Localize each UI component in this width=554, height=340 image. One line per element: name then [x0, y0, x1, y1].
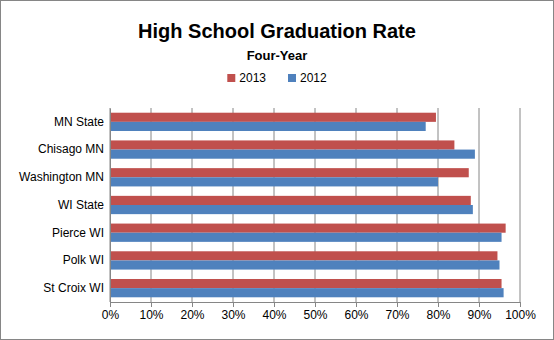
- legend-label: 2012: [300, 71, 327, 85]
- bar: [110, 150, 475, 159]
- x-axis: 0% 10% 20% 30% 40% 50% 60% 70% 80% 90% 100%: [102, 302, 536, 322]
- tick-label: 50%: [303, 308, 327, 322]
- tick: 60%: [344, 302, 368, 322]
- tick: MN State: [54, 115, 104, 129]
- bar: [110, 113, 436, 122]
- tick-mark: [233, 302, 234, 307]
- tick-mark: [520, 302, 521, 307]
- tick: 100%: [505, 302, 536, 322]
- bar: [110, 205, 473, 214]
- tick-label: 90%: [467, 308, 491, 322]
- tick-label: Polk WI: [63, 253, 104, 267]
- bar: [110, 288, 504, 297]
- tick-mark: [479, 302, 480, 307]
- tick-label: Chisago MN: [38, 142, 104, 156]
- tick-label: MN State: [54, 115, 104, 129]
- tick: 80%: [426, 302, 450, 322]
- tick-mark: [192, 302, 193, 307]
- bars: [110, 113, 506, 298]
- legend-label: 2013: [239, 71, 266, 85]
- tick: Washington MN: [19, 170, 104, 184]
- axis-line: [111, 303, 521, 308]
- series: [110, 113, 506, 288]
- bar: [110, 233, 502, 242]
- tick-mark: [356, 302, 357, 307]
- tick-label: Pierce WI: [52, 226, 104, 240]
- series: [110, 122, 504, 297]
- legend-item: 2013: [227, 71, 266, 85]
- tick-label: 80%: [426, 308, 450, 322]
- tick-label: 40%: [262, 308, 286, 322]
- bar: [110, 177, 438, 186]
- tick-mark: [110, 302, 111, 307]
- y-axis: MN State Chisago MN Washington MN WI State P…: [19, 109, 110, 303]
- tick-label: 60%: [344, 308, 368, 322]
- grid-line: [110, 108, 111, 302]
- tick-mark: [274, 302, 275, 307]
- chart: High School Graduation Rate Four-Year 0% 10…: [0, 0, 554, 340]
- tick: Pierce WI: [52, 226, 104, 240]
- bar: [110, 168, 469, 177]
- tick-label: 30%: [221, 308, 245, 322]
- tick: Chisago MN: [38, 142, 104, 156]
- grid-line: [479, 108, 480, 302]
- legend-swatch: [227, 74, 235, 82]
- tick-label: 100%: [505, 308, 536, 322]
- plot: 0% 10% 20% 30% 40% 50% 60% 70% 80% 90% 100% MN Stat…: [19, 108, 536, 322]
- tick-label: 20%: [180, 308, 204, 322]
- bar: [110, 251, 497, 260]
- tick-label: WI State: [58, 198, 104, 212]
- grid-line: [520, 108, 521, 302]
- tick-label: 70%: [385, 308, 409, 322]
- tick-mark: [151, 302, 152, 307]
- tick-mark: [315, 302, 316, 307]
- tick-mark: [438, 302, 439, 307]
- tick: 50%: [303, 302, 327, 322]
- tick: 0%: [102, 302, 120, 322]
- tick: Polk WI: [63, 253, 104, 267]
- bar: [110, 224, 506, 233]
- tick-label: 0%: [102, 308, 120, 322]
- chart-border: [1, 1, 554, 340]
- tick-label: Washington MN: [19, 170, 104, 184]
- bar: [110, 196, 471, 205]
- tick-mark: [397, 302, 398, 307]
- legend-item: 2012: [288, 71, 327, 85]
- title: High School Graduation Rate: [138, 20, 416, 42]
- grid: [110, 108, 520, 302]
- bar: [110, 122, 426, 131]
- axis-line: [110, 109, 111, 303]
- legend-swatch: [288, 74, 296, 82]
- bar: [110, 140, 454, 149]
- bar: [110, 260, 500, 269]
- bar: [110, 279, 502, 288]
- tick: 30%: [221, 302, 245, 322]
- tick-label: St Croix WI: [43, 281, 104, 295]
- tick: St Croix WI: [43, 281, 104, 295]
- tick: WI State: [58, 198, 104, 212]
- subtitle: Four-Year: [247, 48, 308, 63]
- tick: 10%: [139, 302, 163, 322]
- tick-label: 10%: [139, 308, 163, 322]
- legend: 2013 2012: [227, 71, 327, 85]
- tick: 90%: [467, 302, 491, 322]
- tick: 40%: [262, 302, 286, 322]
- tick: 70%: [385, 302, 409, 322]
- tick: 20%: [180, 302, 204, 322]
